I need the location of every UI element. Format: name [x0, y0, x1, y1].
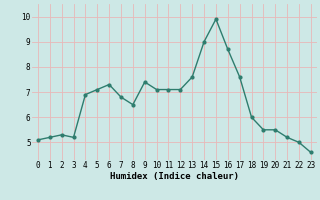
X-axis label: Humidex (Indice chaleur): Humidex (Indice chaleur)	[110, 172, 239, 181]
